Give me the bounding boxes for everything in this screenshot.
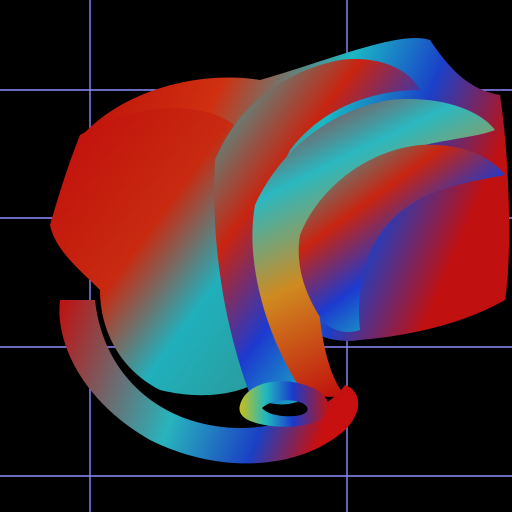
ribbon-band-left bbox=[50, 108, 260, 396]
ribbon-band-inner bbox=[252, 99, 495, 397]
ribbon-band-right bbox=[298, 144, 505, 332]
ribbon-band-center bbox=[214, 59, 420, 405]
ribbon-curl bbox=[239, 381, 329, 427]
